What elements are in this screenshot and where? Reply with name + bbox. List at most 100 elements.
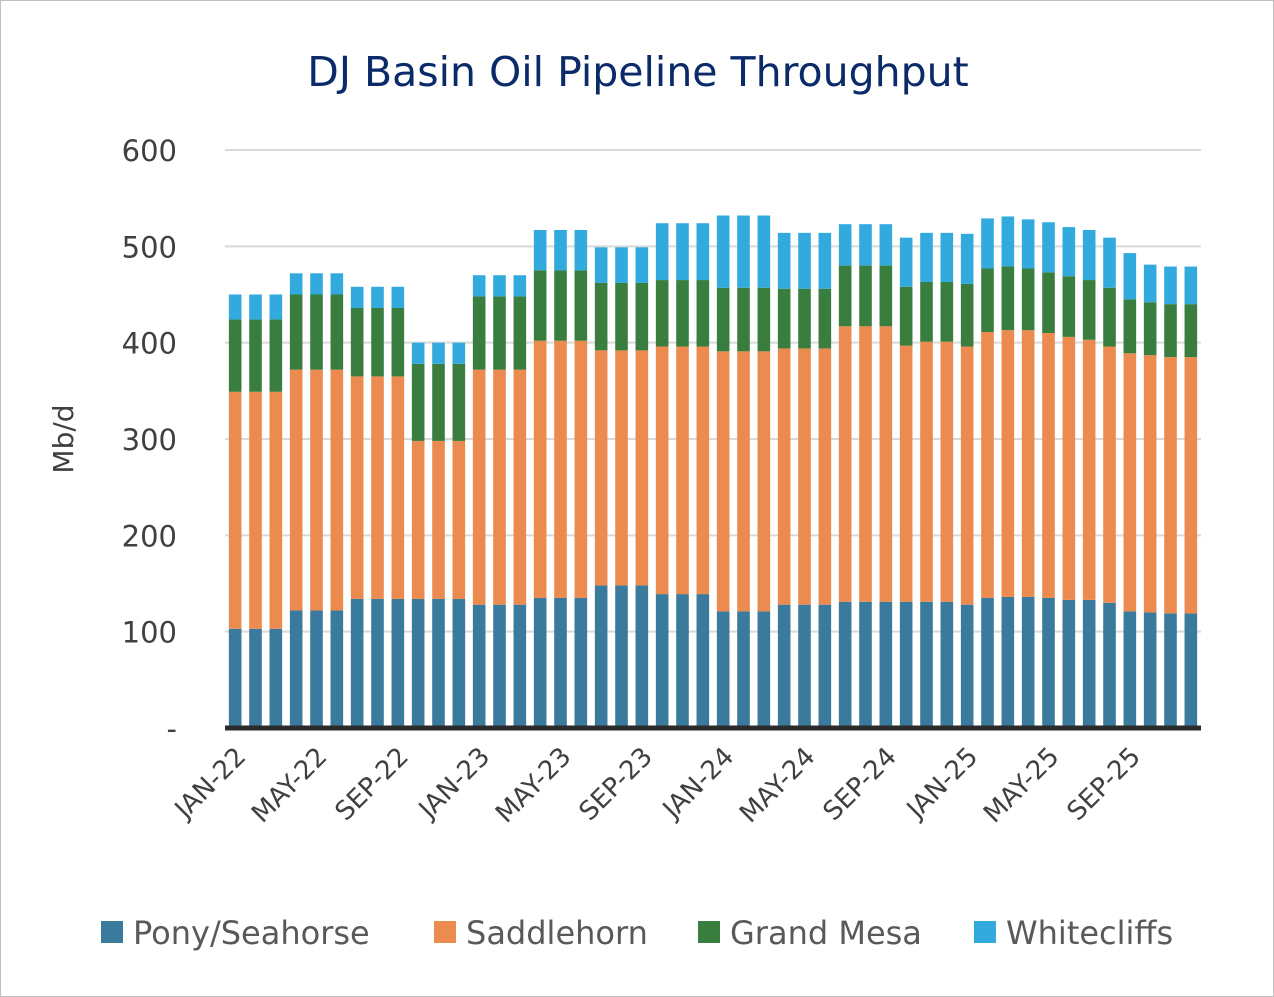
bar-oct-25-pony-seahorse xyxy=(1143,612,1157,728)
bar-may-22-grand-mesa xyxy=(310,294,323,370)
bar-oct-22-whitecliffs xyxy=(411,342,425,364)
bar-oct-25-grand-mesa xyxy=(1143,302,1157,356)
bar-sep-22-pony-seahorse xyxy=(391,598,405,728)
bar-may-22-pony-seahorse xyxy=(310,610,323,728)
x-tick-jan-23: JAN-23 xyxy=(412,742,496,826)
bar-mar-23-grand-mesa xyxy=(513,296,527,370)
bar-may-24-whitecliffs xyxy=(798,232,811,289)
bar-nov-23-pony-seahorse xyxy=(676,594,689,728)
bar-feb-22-grand-mesa xyxy=(249,319,262,392)
bar-aug-25-grand-mesa xyxy=(1103,287,1116,347)
chart-title: DJ Basin Oil Pipeline Throughput xyxy=(307,48,968,96)
legend-label-grand-mesa: Grand Mesa xyxy=(730,914,922,952)
bar-aug-24-grand-mesa xyxy=(859,265,872,327)
bar-mar-22-saddlehorn xyxy=(269,391,283,629)
legend-swatch-saddlehorn xyxy=(434,921,456,943)
bar-sep-23-grand-mesa xyxy=(635,282,649,351)
bar-nov-25-pony-seahorse xyxy=(1164,613,1177,728)
bar-jul-25-saddlehorn xyxy=(1082,339,1096,600)
bar-dec-22-grand-mesa xyxy=(452,363,466,441)
y-tick-400: 400 xyxy=(122,327,177,361)
bar-apr-25-saddlehorn xyxy=(1021,330,1035,597)
bar-mar-24-pony-seahorse xyxy=(757,611,771,728)
bar-oct-25-whitecliffs xyxy=(1143,264,1157,303)
bar-sep-24-grand-mesa xyxy=(879,265,893,327)
bar-apr-24-saddlehorn xyxy=(777,348,791,605)
bar-mar-22-grand-mesa xyxy=(269,319,283,392)
bar-oct-23-whitecliffs xyxy=(655,223,669,281)
bar-feb-23-pony-seahorse xyxy=(493,604,506,728)
bar-aug-22-grand-mesa xyxy=(371,307,384,377)
bar-jun-25-pony-seahorse xyxy=(1062,599,1076,728)
bar-jun-25-whitecliffs xyxy=(1062,227,1076,277)
legend-label-whitecliffs: Whitecliffs xyxy=(1006,914,1173,952)
y-tick-600: 600 xyxy=(122,134,177,168)
y-tick-0: - xyxy=(167,712,177,746)
bar-apr-23-whitecliffs xyxy=(533,229,547,271)
bar-dec-25-whitecliffs xyxy=(1184,266,1198,305)
bar-jun-23-whitecliffs xyxy=(574,229,588,271)
bar-jun-22-whitecliffs xyxy=(330,273,344,295)
bar-jun-22-pony-seahorse xyxy=(330,610,344,728)
bar-nov-25-whitecliffs xyxy=(1164,266,1177,305)
bar-nov-22-pony-seahorse xyxy=(432,598,445,728)
bar-may-22-whitecliffs xyxy=(310,273,323,295)
x-tick-sep-24: SEP-24 xyxy=(818,742,903,827)
bar-mar-22-whitecliffs xyxy=(269,294,283,320)
bar-jul-24-whitecliffs xyxy=(838,224,852,266)
bar-sep-24-whitecliffs xyxy=(879,224,893,266)
bar-jan-24-grand-mesa xyxy=(716,287,730,352)
bar-oct-22-saddlehorn xyxy=(411,440,425,599)
bar-jun-25-saddlehorn xyxy=(1062,336,1076,600)
bar-dec-22-saddlehorn xyxy=(452,440,466,599)
bar-feb-24-grand-mesa xyxy=(737,287,750,352)
bar-feb-23-saddlehorn xyxy=(493,369,506,605)
bar-jun-25-grand-mesa xyxy=(1062,276,1076,337)
bar-jun-23-saddlehorn xyxy=(574,340,588,598)
bar-mar-23-pony-seahorse xyxy=(513,604,527,728)
bar-oct-23-grand-mesa xyxy=(655,280,669,347)
bar-mar-24-whitecliffs xyxy=(757,215,771,288)
bar-nov-24-saddlehorn xyxy=(920,341,933,602)
bar-may-24-pony-seahorse xyxy=(798,604,811,728)
bar-sep-23-saddlehorn xyxy=(635,350,649,586)
bar-feb-25-whitecliffs xyxy=(981,218,994,269)
bar-dec-22-whitecliffs xyxy=(452,342,466,364)
bar-sep-24-pony-seahorse xyxy=(879,601,893,728)
bar-jan-23-pony-seahorse xyxy=(472,604,486,728)
bar-mar-22-pony-seahorse xyxy=(269,628,283,728)
bar-apr-23-grand-mesa xyxy=(533,270,547,341)
bar-nov-23-whitecliffs xyxy=(676,223,689,281)
bar-aug-24-saddlehorn xyxy=(859,326,872,602)
bar-nov-23-saddlehorn xyxy=(676,346,689,595)
y-tick-300: 300 xyxy=(122,423,177,457)
y-tick-200: 200 xyxy=(122,519,177,553)
legend-swatch-grand-mesa xyxy=(698,921,720,943)
y-axis-label: Mb/d xyxy=(47,404,80,473)
bar-dec-24-saddlehorn xyxy=(940,341,954,602)
bar-jan-25-whitecliffs xyxy=(960,233,974,284)
bar-nov-22-grand-mesa xyxy=(432,363,445,441)
bar-sep-22-saddlehorn xyxy=(391,376,405,599)
bar-dec-25-saddlehorn xyxy=(1184,357,1198,614)
bar-aug-22-pony-seahorse xyxy=(371,598,384,728)
bar-oct-23-pony-seahorse xyxy=(655,594,669,728)
bar-aug-24-whitecliffs xyxy=(859,224,872,266)
bar-jan-25-pony-seahorse xyxy=(960,604,974,728)
x-tick-may-24: MAY-24 xyxy=(734,742,821,829)
bar-apr-23-pony-seahorse xyxy=(533,597,547,728)
bar-jun-22-grand-mesa xyxy=(330,294,344,370)
bar-may-25-saddlehorn xyxy=(1042,333,1055,598)
bar-dec-23-whitecliffs xyxy=(696,223,710,281)
bar-dec-24-pony-seahorse xyxy=(940,601,954,728)
bar-jan-22-whitecliffs xyxy=(228,294,242,320)
bar-jan-22-saddlehorn xyxy=(228,391,242,629)
bar-jul-23-pony-seahorse xyxy=(594,585,608,728)
bar-aug-23-whitecliffs xyxy=(615,247,628,283)
bar-apr-22-whitecliffs xyxy=(289,273,303,295)
bar-jan-23-saddlehorn xyxy=(472,369,486,605)
bar-aug-25-saddlehorn xyxy=(1103,346,1116,603)
bar-sep-23-whitecliffs xyxy=(635,247,649,283)
bar-mar-24-saddlehorn xyxy=(757,351,771,612)
bar-oct-24-whitecliffs xyxy=(899,237,913,287)
